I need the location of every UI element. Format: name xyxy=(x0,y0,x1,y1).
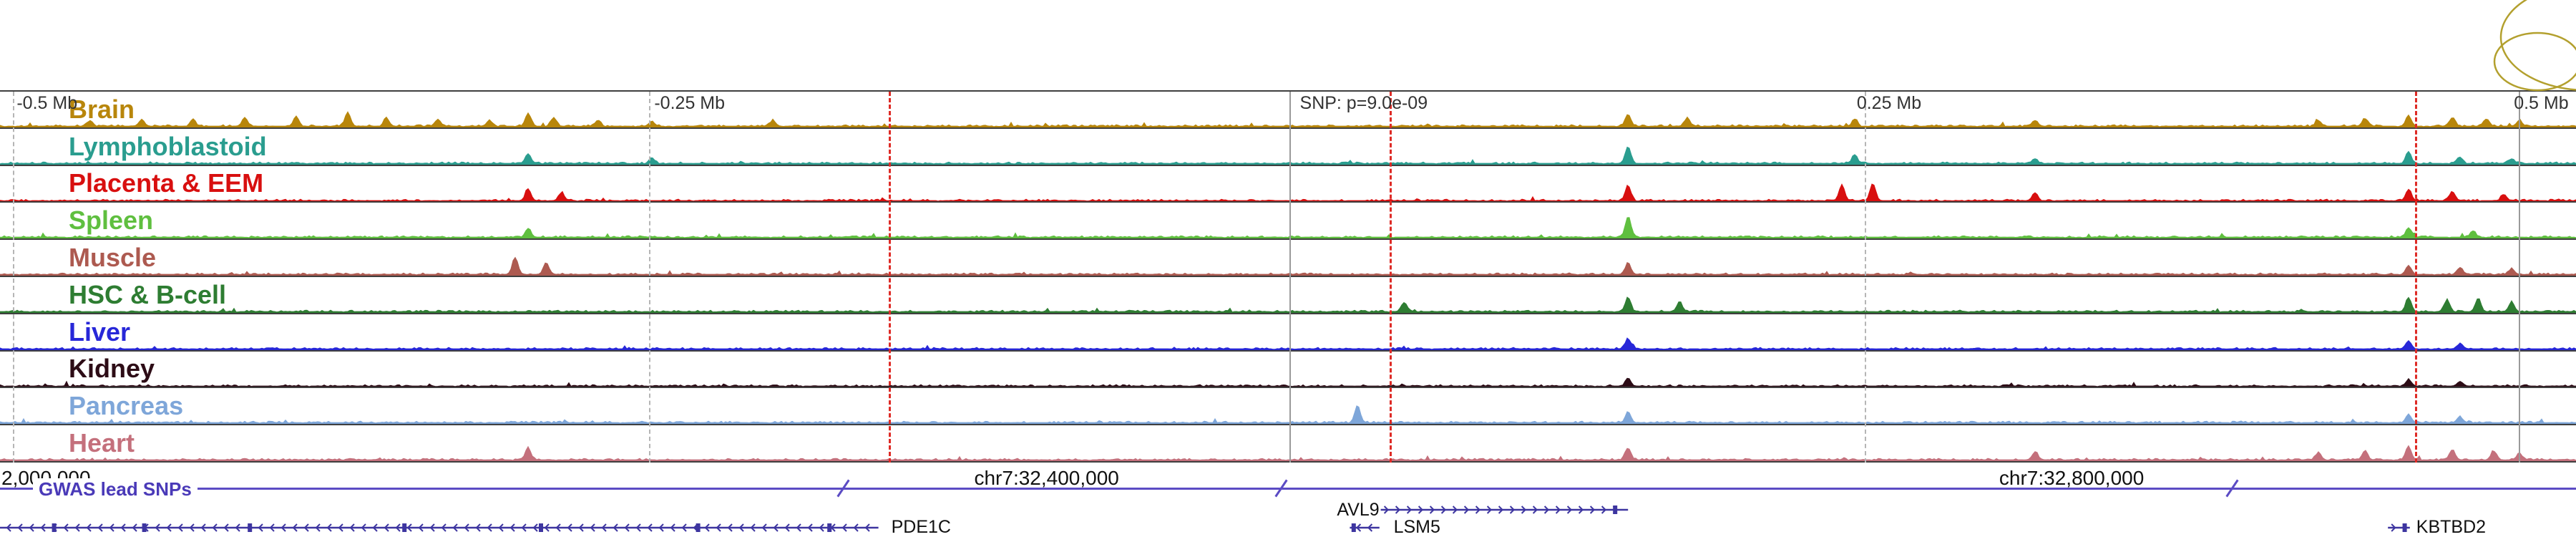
track-row-heart: Heart xyxy=(0,425,2576,463)
gene-label-avl9: AVL9 xyxy=(1337,500,1380,520)
coordinate-line xyxy=(0,488,2576,490)
track-label-brain: Brain xyxy=(69,94,135,124)
track-row-pancreas: Pancreas xyxy=(0,388,2576,426)
signal-area-pancreas xyxy=(0,405,2576,425)
signal-area-lymphoblastoid xyxy=(0,146,2576,165)
signal-area-liver xyxy=(0,337,2576,350)
interaction-arcs xyxy=(2493,0,2576,92)
track-row-spleen: Spleen xyxy=(0,203,2576,241)
snp-pvalue-label: SNP: p=9.0e-09 xyxy=(1299,93,1428,113)
snp-highlight-line xyxy=(1390,92,1392,463)
track-row-placenta-eem: Placenta & EEM xyxy=(0,166,2576,203)
gridline xyxy=(2518,92,2520,463)
signal-area-spleen xyxy=(0,217,2576,239)
signal-area-hsc-b-cell xyxy=(0,296,2576,313)
ruler-tick-label: -0.25 Mb xyxy=(654,93,726,113)
track-row-kidney: Kidney xyxy=(0,352,2576,389)
track-row-lymphoblastoid: Lymphoblastoid xyxy=(0,129,2576,166)
signal-area-kidney xyxy=(0,377,2576,387)
track-label-spleen: Spleen xyxy=(69,205,154,236)
gene-label-kbtbd2: KBTBD2 xyxy=(2416,517,2487,537)
track-label-lymphoblastoid: Lymphoblastoid xyxy=(69,131,267,161)
gene-label-lsm5: LSM5 xyxy=(1393,517,1440,537)
track-label-hsc-b-cell: HSC & B-cell xyxy=(69,279,227,309)
ruler-tick-label: 0.5 Mb xyxy=(2514,93,2569,113)
gene-label-pde1c: PDE1C xyxy=(891,517,951,537)
track-row-hsc-b-cell: HSC & B-cell xyxy=(0,277,2576,314)
snp-highlight-line xyxy=(2415,92,2417,463)
track-label-pancreas: Pancreas xyxy=(69,391,184,421)
signal-tracks-panel: Brain Lymphoblastoid Placenta & EEM Sple… xyxy=(0,90,2576,463)
track-row-muscle: Muscle xyxy=(0,240,2576,277)
gene-glyphs xyxy=(0,505,2410,532)
gridline xyxy=(648,92,650,463)
track-label-liver: Liver xyxy=(69,316,131,347)
track-label-muscle: Muscle xyxy=(69,243,157,273)
snp-position-line xyxy=(1289,92,1292,463)
gridline xyxy=(1865,92,1867,463)
signal-area-placenta-eem xyxy=(0,183,2576,202)
track-label-placenta-eem: Placenta & EEM xyxy=(69,168,264,198)
coord-label-right: chr7:32,800,000 xyxy=(1999,467,2145,489)
ruler-tick-label: 0.25 Mb xyxy=(1856,93,1922,113)
signal-area-muscle xyxy=(0,256,2576,276)
track-row-brain: Brain xyxy=(0,92,2576,129)
track-label-kidney: Kidney xyxy=(69,354,155,384)
snp-highlight-line xyxy=(889,92,891,463)
signal-area-heart xyxy=(0,445,2576,461)
gridline xyxy=(13,92,15,463)
track-row-liver: Liver xyxy=(0,314,2576,352)
ruler-tick-label: -0.5 Mb xyxy=(16,93,78,113)
signal-area-brain xyxy=(0,111,2576,127)
gwas-lead-snps-label: GWAS lead SNPs xyxy=(33,478,197,500)
coord-label-mid: chr7:32,400,000 xyxy=(974,467,1119,489)
track-label-heart: Heart xyxy=(69,428,135,458)
